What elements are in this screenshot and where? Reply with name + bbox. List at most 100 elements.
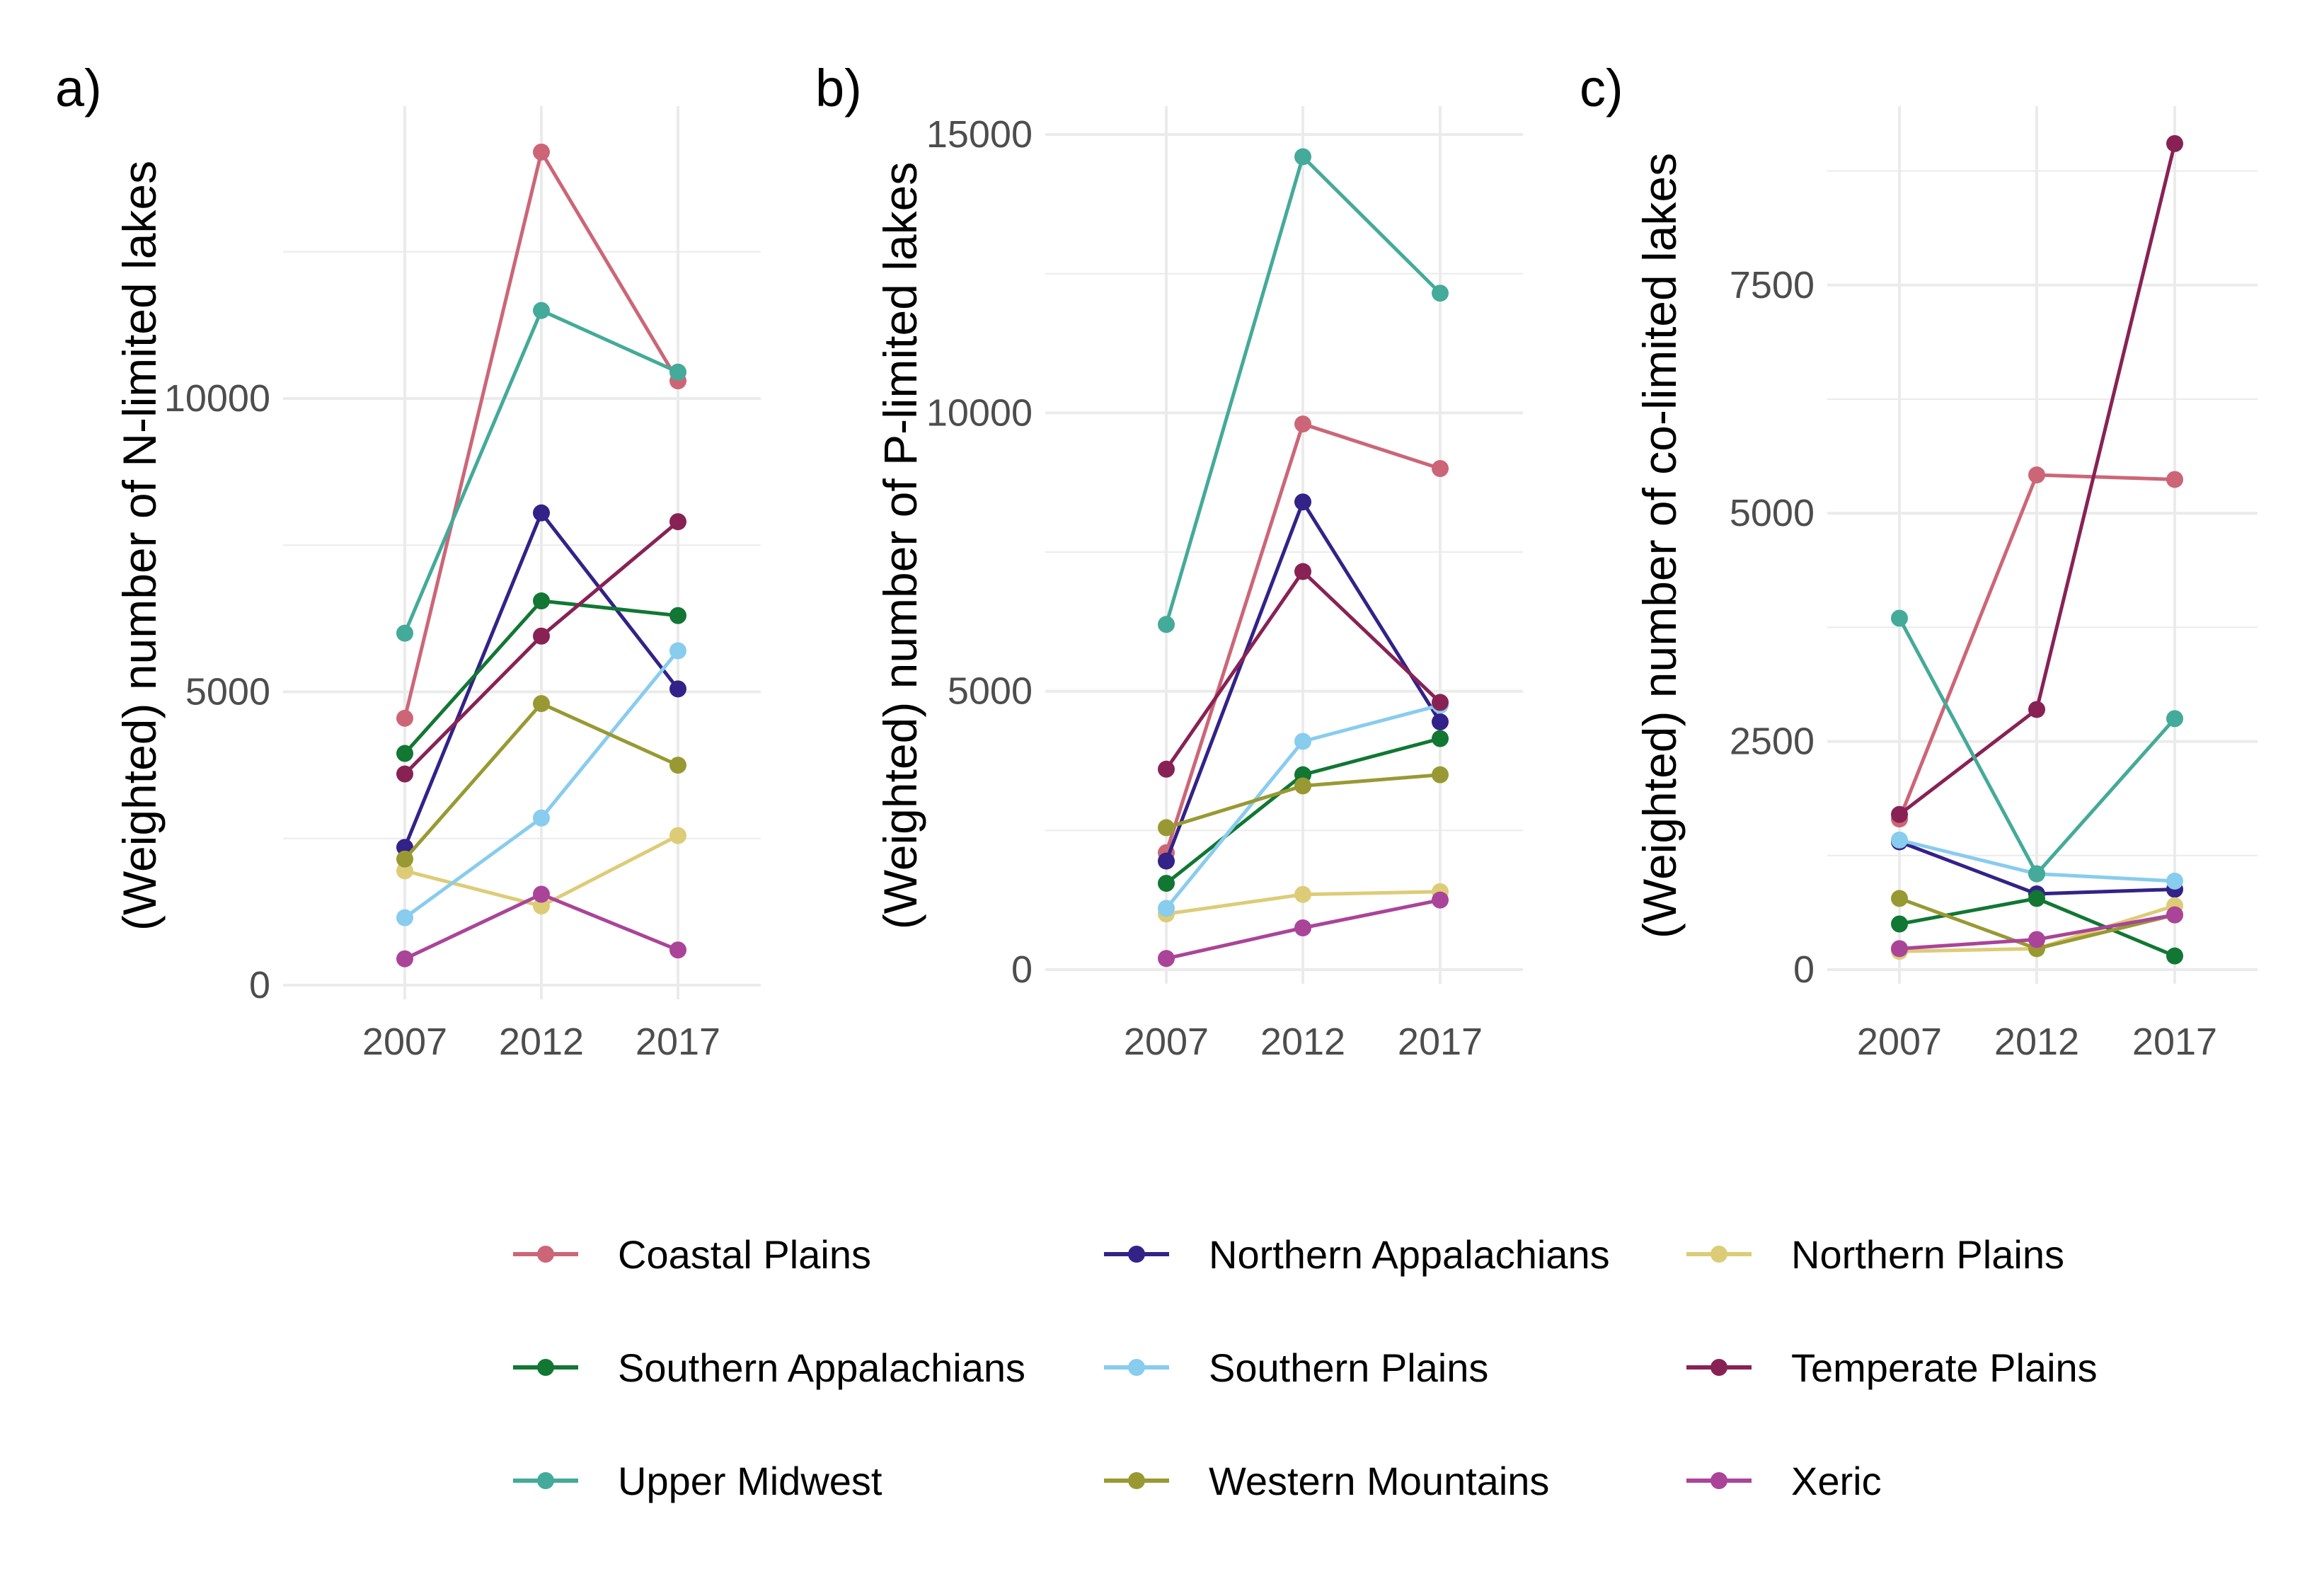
data-point-northern-plains [396, 862, 413, 880]
data-point-temperate-plains [396, 765, 413, 783]
data-point-temperate-plains [533, 627, 550, 645]
data-point-xeric [669, 941, 686, 959]
data-point-xeric [396, 950, 413, 968]
data-point-xeric [1294, 919, 1311, 936]
data-point-southern-appalachians [1432, 730, 1449, 747]
data-point-northern-appalachians [1294, 493, 1311, 511]
x-tick-label: 2017 [2132, 1021, 2217, 1063]
data-point-coastal-plains [1432, 460, 1449, 477]
data-point-southern-appalachians [396, 745, 413, 762]
data-point-temperate-plains [2028, 701, 2045, 718]
legend-label: Southern Plains [1209, 1345, 1488, 1390]
data-point-temperate-plains [2166, 134, 2183, 152]
legend-item-xeric: Xeric [1686, 1459, 1882, 1503]
y-tick-label: 0 [1793, 948, 1815, 991]
data-point-western-mountains [1891, 890, 1908, 907]
data-point-upper-midwest [2166, 710, 2183, 728]
data-point-xeric [2028, 931, 2045, 948]
legend-key-point [537, 1472, 554, 1489]
data-point-western-mountains [533, 695, 550, 713]
data-point-western-mountains [1432, 766, 1449, 783]
y-tick-label: 5000 [1730, 492, 1815, 534]
panel-label: a) [55, 59, 102, 117]
data-point-temperate-plains [1891, 805, 1908, 823]
legend-item-southern-appalachians: Southern Appalachians [513, 1345, 1025, 1390]
panel-2: 0 5000 10000 15000 2007 2012 2017 (Weighted) nu… [815, 59, 1523, 1063]
data-point-southern-plains [2166, 872, 2183, 890]
y-axis-title: (Weighted) number of P-limited lakes [874, 162, 926, 930]
data-point-northern-appalachians [1432, 713, 1449, 730]
legend-key-point [1128, 1359, 1145, 1376]
y-tick-label: 15000 [926, 113, 1033, 156]
panel-3: 0 2500 5000 7500 2007 2012 2017 (Weighted) numb… [1580, 59, 2258, 1063]
data-point-southern-appalachians [533, 592, 550, 610]
legend: Coastal Plains Northern Appalachians North… [513, 1232, 2098, 1503]
x-tick-label: 2012 [1260, 1021, 1345, 1063]
x-tick-label: 2007 [362, 1021, 447, 1063]
y-axis-title: (Weighted) number of N-limited lakes [113, 161, 166, 931]
data-point-xeric [533, 885, 550, 903]
data-point-northern-plains [669, 827, 686, 844]
data-point-xeric [1432, 891, 1449, 909]
data-point-southern-plains [396, 909, 413, 926]
legend-key-point [1128, 1246, 1145, 1263]
legend-label: Upper Midwest [618, 1459, 882, 1503]
legend-item-upper-midwest: Upper Midwest [513, 1459, 882, 1503]
legend-label: Southern Appalachians [618, 1345, 1025, 1390]
data-point-western-mountains [669, 757, 686, 774]
legend-label: Northern Appalachians [1209, 1232, 1610, 1277]
data-point-southern-appalachians [669, 607, 686, 624]
legend-item-northern-plains: Northern Plains [1686, 1232, 2064, 1277]
legend-label: Temperate Plains [1791, 1345, 2098, 1390]
data-point-northern-plains [1294, 885, 1311, 903]
y-tick-label: 0 [1011, 948, 1033, 991]
data-point-coastal-plains [2166, 471, 2183, 488]
legend-key-point [1710, 1472, 1727, 1489]
x-tick-label: 2012 [499, 1021, 584, 1063]
y-axis-title: (Weighted) number of co-limited lakes [1633, 153, 1686, 938]
data-point-southern-plains [669, 642, 686, 660]
data-point-upper-midwest [1158, 616, 1175, 633]
panels: 0 5000 10000 2007 2012 2017 (Weighted) number … [55, 59, 2258, 1063]
data-point-western-mountains [1158, 819, 1175, 837]
y-tick-label: 5000 [185, 671, 270, 713]
y-tick-label: 2500 [1730, 721, 1815, 763]
data-point-upper-midwest [396, 624, 413, 642]
x-tick-label: 2012 [1994, 1021, 2079, 1063]
data-point-coastal-plains [533, 143, 550, 161]
panel-label: c) [1580, 59, 1623, 117]
data-point-western-mountains [396, 850, 413, 868]
legend-key-point [1710, 1246, 1727, 1263]
data-point-temperate-plains [1158, 760, 1175, 778]
y-tick-label: 5000 [948, 670, 1033, 713]
legend-item-western-mountains: Western Mountains [1104, 1459, 1549, 1503]
x-tick-label: 2017 [1398, 1021, 1483, 1063]
panel-1: 0 5000 10000 2007 2012 2017 (Weighted) number … [55, 59, 761, 1063]
legend-key-point [1710, 1359, 1727, 1376]
panel-label: b) [815, 59, 862, 117]
x-tick-label: 2017 [636, 1021, 720, 1063]
legend-label: Xeric [1791, 1459, 1882, 1503]
legend-item-coastal-plains: Coastal Plains [513, 1232, 871, 1277]
data-point-temperate-plains [669, 513, 686, 531]
y-tick-label: 10000 [164, 377, 270, 420]
data-point-temperate-plains [1432, 694, 1449, 711]
data-point-upper-midwest [1294, 148, 1311, 166]
data-point-northern-plains [533, 897, 550, 915]
data-point-temperate-plains [1294, 563, 1311, 580]
data-point-southern-appalachians [1891, 915, 1908, 933]
legend-item-southern-plains: Southern Plains [1104, 1345, 1488, 1390]
data-point-coastal-plains [1294, 415, 1311, 433]
data-point-northern-appalachians [669, 680, 686, 698]
legend-key-point [537, 1246, 554, 1263]
data-point-upper-midwest [2028, 865, 2045, 883]
data-point-upper-midwest [1891, 609, 1908, 627]
legend-item-northern-appalachians: Northern Appalachians [1104, 1232, 1610, 1277]
data-point-upper-midwest [533, 302, 550, 319]
x-tick-label: 2007 [1857, 1021, 1942, 1063]
data-point-southern-appalachians [1158, 875, 1175, 892]
data-point-western-mountains [1294, 777, 1311, 795]
data-point-upper-midwest [1432, 285, 1449, 302]
